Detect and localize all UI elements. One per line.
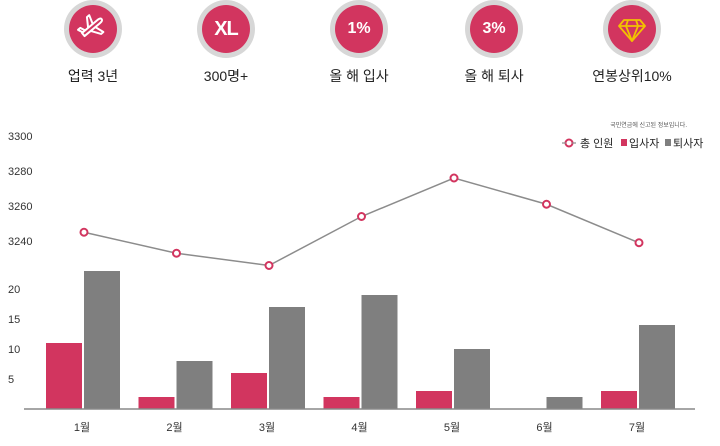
x-axis-tick: 4월	[351, 421, 367, 434]
stat-employees: XL 300명+	[166, 0, 286, 86]
x-axis-tick: 7월	[629, 421, 645, 434]
bar-quit	[546, 397, 583, 409]
line-axis-tick: 3300	[8, 131, 32, 143]
bar-quit	[84, 271, 120, 409]
legend-label-quit: 퇴사자	[673, 137, 703, 150]
bar-hired	[138, 397, 175, 409]
total-point	[357, 212, 366, 221]
bar-quit	[454, 349, 490, 409]
stat-badge-text: 1%	[335, 5, 383, 53]
combo-chart: 국민연금에 신고된 정보입니다. 총 인원 입사자 퇴사자 3300 3280 32…	[8, 121, 703, 434]
legend-swatch-hired	[621, 139, 627, 146]
stat-label: 300명+	[203, 68, 249, 84]
chart-legend: 총 인원 입사자 퇴사자	[562, 137, 703, 150]
stat-label: 연봉상위10%	[592, 68, 672, 84]
bar-axis-ticks: 20 15 10 5	[8, 284, 20, 386]
total-point	[79, 227, 89, 237]
diamond-icon	[608, 5, 656, 53]
stat-hire-rate: 1% 올 해 입사	[299, 0, 419, 86]
bar-axis-tick: 20	[8, 284, 20, 296]
bar-hired	[601, 391, 637, 409]
bar-hired	[323, 397, 360, 409]
stat-label: 올 해 퇴사	[464, 68, 524, 84]
stat-badge-text: XL	[202, 5, 250, 53]
x-axis-tick: 1월	[74, 421, 90, 434]
stat-badge: XL	[197, 0, 255, 58]
stat-badge: 1%	[330, 0, 388, 58]
stat-badge	[603, 0, 661, 58]
bar-axis-tick: 5	[8, 374, 14, 386]
bar-axis-tick: 10	[8, 344, 20, 356]
total-point	[449, 173, 459, 183]
stat-badge-text: 3%	[470, 5, 518, 53]
stat-badge: 3%	[465, 0, 523, 58]
bar-hired	[46, 343, 82, 409]
total-point	[542, 199, 551, 209]
x-axis-tick: 2월	[166, 421, 182, 434]
stat-badge	[64, 0, 122, 58]
chart-note: 국민연금에 신고된 정보입니다.	[610, 121, 687, 129]
x-axis-ticks: 1월 2월 3월 4월 5월 6월 7월	[74, 421, 645, 434]
bar-quit	[361, 295, 398, 409]
bar-quit	[176, 361, 213, 409]
bar-series	[46, 271, 675, 409]
bar-quit	[269, 307, 305, 409]
airplane-icon	[69, 5, 117, 53]
legend-marker-total	[564, 138, 574, 148]
line-axis-tick: 3260	[8, 201, 32, 213]
line-axis-ticks: 3300 3280 3260 3240	[8, 131, 32, 248]
x-axis-tick: 3월	[259, 421, 275, 434]
stat-salary: 연봉상위10%	[572, 0, 692, 86]
bar-quit	[639, 325, 675, 409]
bar-hired	[231, 373, 267, 409]
total-point	[264, 261, 274, 270]
line-axis-tick: 3240	[8, 236, 32, 248]
stat-experience: 업력 3년	[33, 0, 153, 86]
total-point	[634, 238, 644, 248]
x-axis-tick: 6월	[536, 421, 552, 434]
stat-label: 올 해 입사	[329, 68, 389, 84]
line-series	[79, 173, 644, 270]
bar-axis-tick: 15	[8, 314, 20, 326]
line-axis-tick: 3280	[8, 166, 32, 178]
total-point	[172, 248, 181, 258]
stats-row: 업력 3년 XL 300명+ 1% 올 해 입사 3% 올 해 퇴사	[0, 0, 720, 100]
stat-label: 업력 3년	[67, 68, 119, 84]
legend-label-total: 총 인원	[580, 137, 613, 150]
legend-label-hired: 입사자	[629, 137, 659, 150]
stat-quit-rate: 3% 올 해 퇴사	[434, 0, 554, 86]
x-axis-tick: 5월	[444, 421, 460, 434]
total-line	[83, 177, 640, 267]
bar-hired	[416, 391, 452, 409]
legend-swatch-quit	[665, 139, 671, 146]
